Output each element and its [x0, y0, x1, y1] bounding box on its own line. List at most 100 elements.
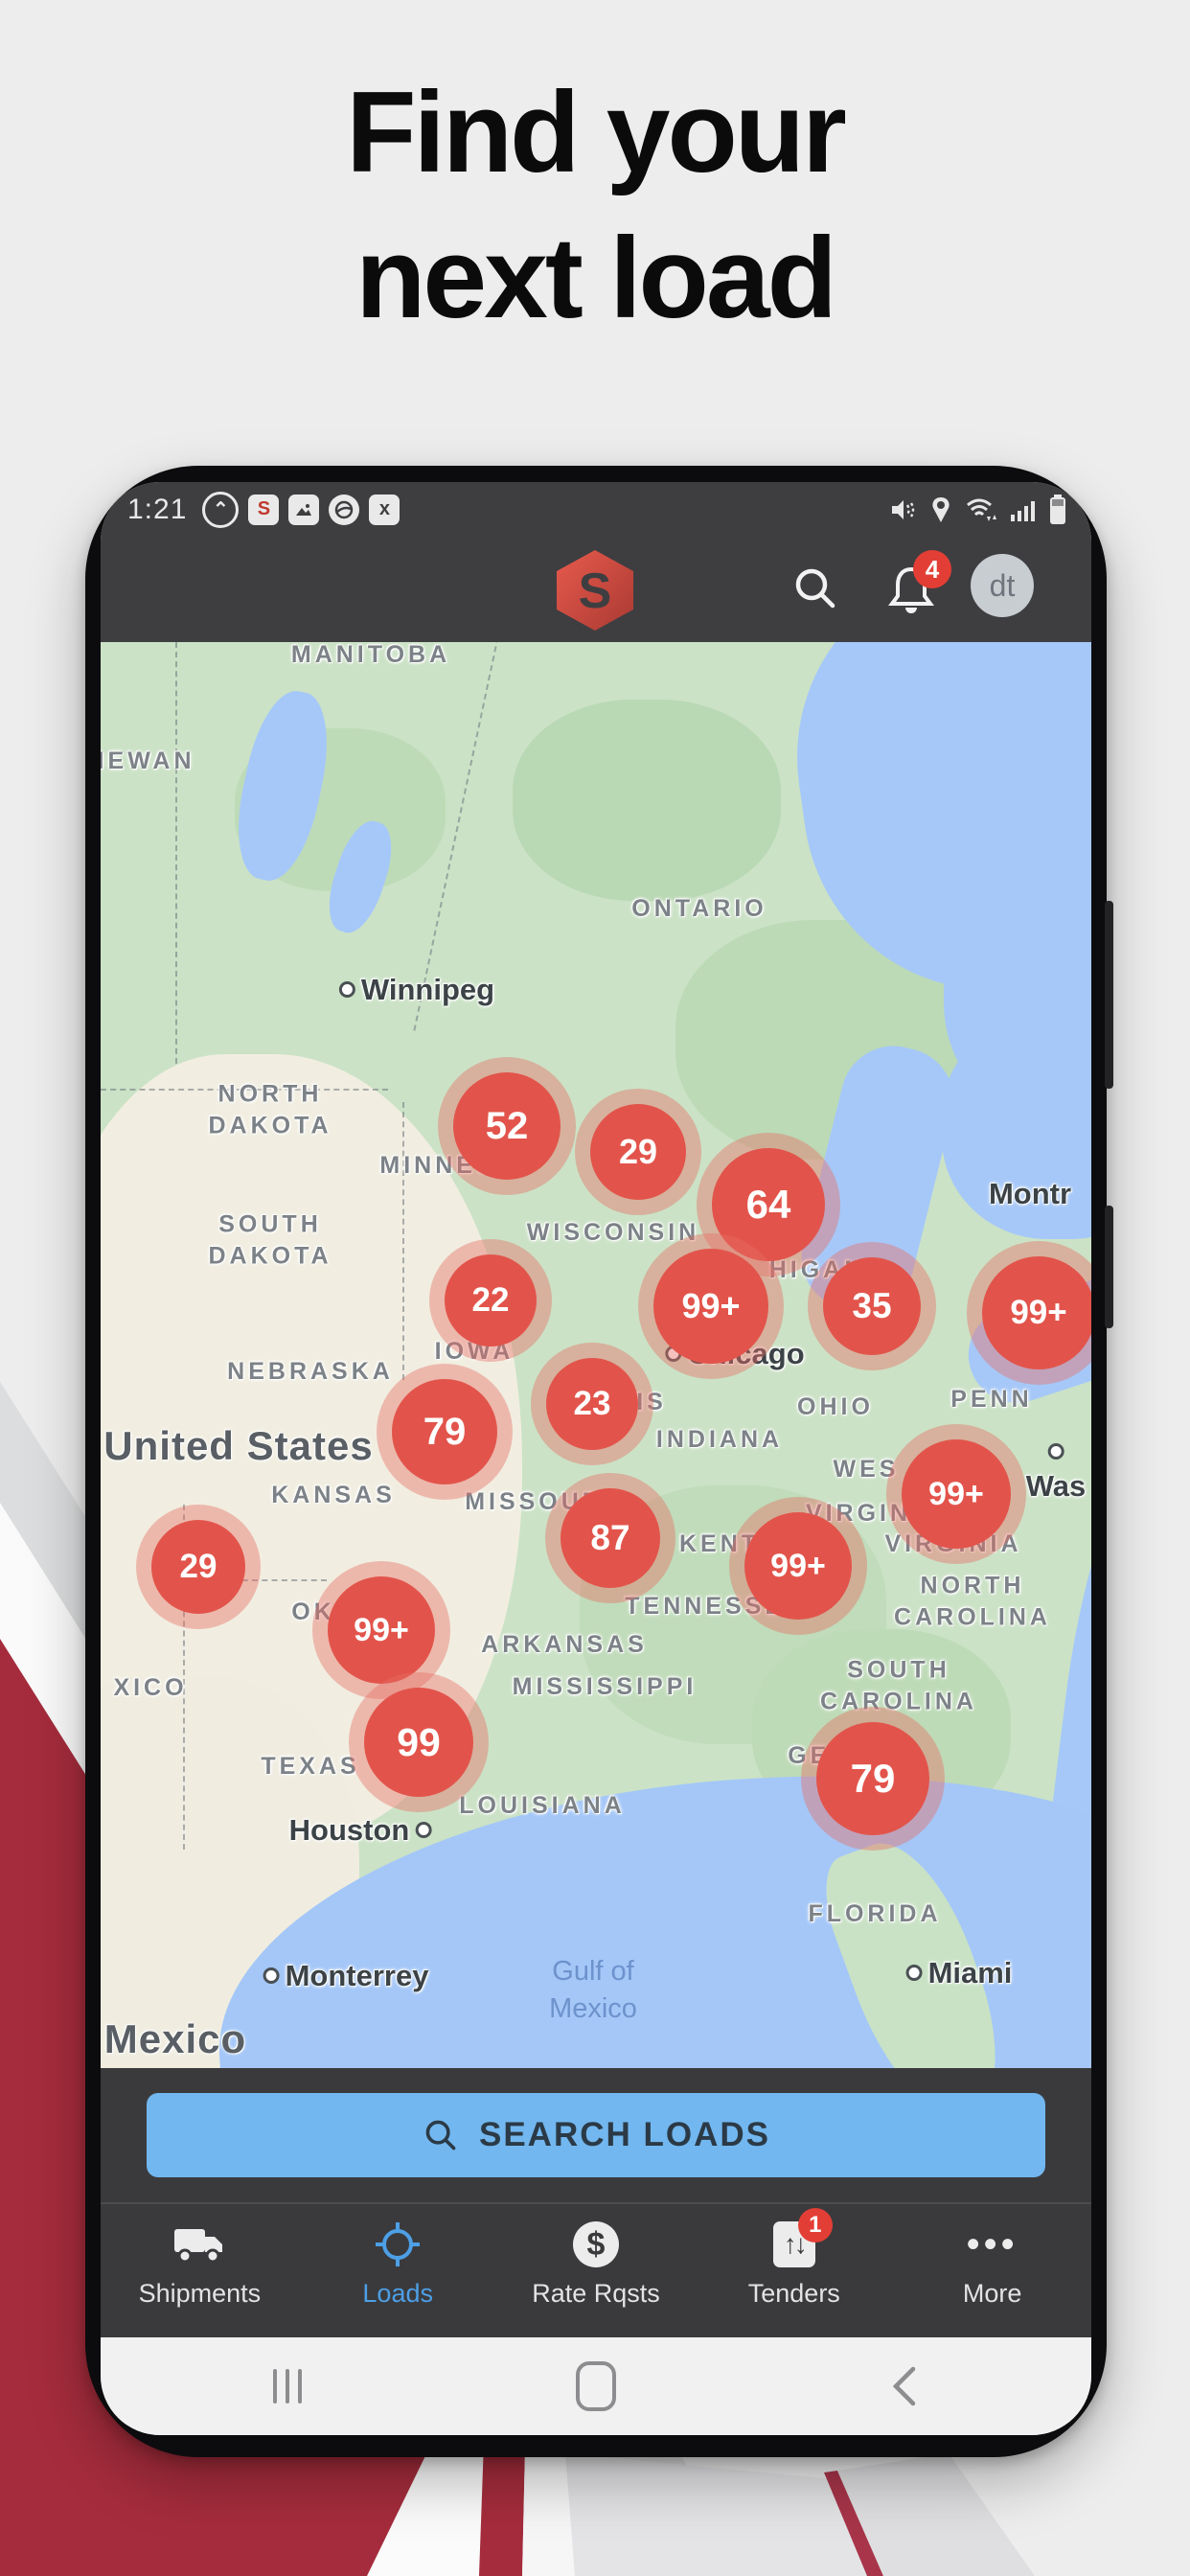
map-label-mississippi: MISSISSIPPI — [512, 1672, 698, 1700]
nav-label-tenders: Tenders — [747, 2279, 840, 2308]
map-label-north-dakota: NORTH DAKOTA — [208, 1080, 332, 1139]
browser-notification-icon — [329, 494, 360, 525]
map-label-ontario: ONTARIO — [631, 894, 767, 922]
wifi-icon — [967, 498, 996, 521]
map-label-nebraska: NEBRASKA — [227, 1357, 394, 1385]
nav-label-shipments: Shipments — [138, 2279, 262, 2308]
load-cluster-23[interactable]: 23 — [546, 1358, 638, 1450]
bottom-nav: Shipments Loads $ Rate Rqsts ↑↓ 1 — [101, 2202, 1091, 2339]
map-label-kansas: KANSAS — [271, 1481, 396, 1508]
nav-item-tenders[interactable]: ↑↓ 1 Tenders — [695, 2204, 893, 2339]
app-logo-icon: S — [551, 548, 639, 632]
map-forest-patch-1 — [513, 700, 781, 901]
map-label-hewan: HEWAN — [101, 747, 195, 774]
map-label-florida: FLORIDA — [808, 1899, 942, 1927]
page-title: Find your next load — [0, 59, 1190, 351]
border-dashed-3 — [101, 1089, 388, 1091]
border-dashed-4 — [402, 1102, 404, 1380]
nav-item-loads[interactable]: Loads — [299, 2204, 497, 2339]
recent-apps-button[interactable] — [273, 2369, 302, 2404]
map-label-is: IS — [636, 1388, 667, 1415]
nav-label-rate-rqsts: Rate Rqsts — [532, 2279, 660, 2308]
tenders-badge: 1 — [797, 2208, 833, 2242]
x-notification-icon: x — [369, 494, 400, 525]
map-label-ok: OK — [291, 1598, 335, 1625]
android-nav-bar — [101, 2337, 1091, 2435]
mute-icon — [892, 499, 915, 519]
map-label-north-carolina: NORTH CAROLINA — [894, 1572, 1051, 1631]
load-cluster-99plus[interactable]: 99+ — [653, 1249, 768, 1364]
map-label-south-carolina: SOUTH CAROLINA — [820, 1656, 977, 1715]
map-label-south-dakota: SOUTH DAKOTA — [208, 1210, 332, 1270]
battery-icon — [1050, 494, 1065, 524]
notifications-bell-icon[interactable]: 4 — [884, 550, 951, 615]
svg-text:S: S — [579, 564, 612, 619]
app-header: S 4 dt — [101, 537, 1091, 642]
nav-item-rate-rqsts[interactable]: $ Rate Rqsts — [497, 2204, 696, 2339]
load-cluster-99plus[interactable]: 99+ — [328, 1576, 435, 1684]
notification-badge: 4 — [913, 550, 951, 588]
load-cluster-29[interactable]: 29 — [151, 1520, 245, 1614]
load-cluster-64[interactable]: 64 — [712, 1148, 825, 1261]
notification-icons: ⌃ S x — [202, 491, 400, 528]
map-label-arkansas: ARKANSAS — [481, 1630, 648, 1658]
map-label-winnipeg: Winnipeg — [333, 973, 494, 1007]
map-label-indiana: INDIANA — [655, 1425, 784, 1453]
map-label-montr: Montr — [988, 1177, 1072, 1210]
app-notification-icon: S — [248, 494, 280, 525]
home-button[interactable] — [576, 2361, 616, 2411]
caret-notification-icon: ⌃ — [202, 491, 240, 528]
load-cluster-22[interactable]: 22 — [445, 1254, 537, 1346]
search-section: SEARCH LOADS — [101, 2068, 1091, 2202]
page-title-line2: next load — [355, 214, 837, 342]
load-cluster-99plus[interactable]: 99+ — [982, 1256, 1091, 1369]
load-cluster-52[interactable]: 52 — [453, 1072, 561, 1180]
map-label-xico: XICO — [113, 1673, 188, 1701]
map-label-miami: Miami — [901, 1956, 1012, 1990]
map-label-wisconsin: WISCONSIN — [526, 1218, 700, 1246]
load-cluster-99plus[interactable]: 99+ — [902, 1439, 1011, 1549]
nav-item-more[interactable]: ••• More — [893, 2204, 1091, 2339]
search-loads-label: SEARCH LOADS — [478, 2116, 771, 2153]
search-loads-icon — [425, 2120, 456, 2150]
map-label-ohio: OHIO — [797, 1392, 874, 1420]
border-dashed-5 — [183, 1505, 185, 1850]
map-label-wes: WES — [833, 1455, 900, 1483]
loads-map[interactable]: MANITOBA HEWAN ONTARIO Winnipeg NORTH DAKOTA… — [101, 642, 1091, 2068]
loads-crosshair-icon — [374, 2218, 422, 2271]
map-label-united-states: United States — [103, 1423, 374, 1468]
map-label-kent: KENT — [678, 1530, 761, 1557]
volume-button — [1105, 901, 1113, 1089]
search-icon[interactable] — [789, 562, 842, 615]
load-cluster-79[interactable]: 79 — [392, 1379, 497, 1484]
load-cluster-99plus[interactable]: 99+ — [744, 1512, 852, 1620]
image-notification-icon — [288, 494, 320, 525]
more-dots-icon: ••• — [966, 2223, 1018, 2266]
tenders-icon: ↑↓ 1 — [772, 2208, 833, 2271]
truck-icon — [172, 2218, 226, 2271]
border-dashed-1 — [175, 642, 177, 1064]
border-dashed-6 — [183, 1579, 327, 1581]
map-label-houston: Houston — [289, 1813, 438, 1848]
load-cluster-79[interactable]: 79 — [816, 1722, 929, 1835]
power-button — [1105, 1206, 1113, 1328]
signal-icon — [1011, 500, 1035, 521]
map-label-was: Was — [1026, 1435, 1086, 1504]
search-loads-button[interactable]: SEARCH LOADS — [147, 2093, 1045, 2177]
map-label-penn: PENN — [950, 1385, 1033, 1413]
load-cluster-29[interactable]: 29 — [590, 1104, 686, 1200]
back-button[interactable] — [890, 2365, 919, 2407]
nav-item-shipments[interactable]: Shipments — [101, 2204, 299, 2339]
dollar-icon: $ — [572, 2218, 619, 2271]
nav-label-loads: Loads — [362, 2279, 433, 2308]
water-lake-huron — [942, 1014, 1091, 1239]
load-cluster-99[interactable]: 99 — [364, 1688, 473, 1797]
avatar[interactable]: dt — [971, 554, 1034, 617]
page-title-line1: Find your — [346, 68, 847, 196]
load-cluster-35[interactable]: 35 — [823, 1257, 921, 1355]
map-label-texas: TEXAS — [261, 1752, 360, 1780]
load-cluster-87[interactable]: 87 — [561, 1488, 660, 1588]
